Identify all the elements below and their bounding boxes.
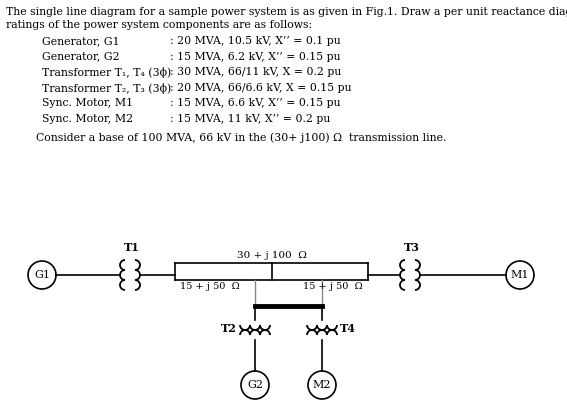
Text: Generator, G2: Generator, G2	[42, 52, 120, 61]
Text: M1: M1	[511, 270, 529, 280]
Text: ratings of the power system components are as follows:: ratings of the power system components a…	[6, 20, 312, 30]
Text: 15 + j 50  Ω: 15 + j 50 Ω	[180, 282, 240, 291]
Text: T3: T3	[404, 242, 420, 253]
Text: : 20 MVA, 66/6.6 kV, X = 0.15 pu: : 20 MVA, 66/6.6 kV, X = 0.15 pu	[170, 83, 352, 93]
Text: M2: M2	[313, 380, 331, 390]
Text: : 15 MVA, 11 kV, X’’ = 0.2 pu: : 15 MVA, 11 kV, X’’ = 0.2 pu	[170, 113, 331, 123]
Text: T1: T1	[124, 242, 140, 253]
Text: Transformer T₁, T₄ (3ϕ): Transformer T₁, T₄ (3ϕ)	[42, 67, 171, 78]
Text: 30 + j 100  Ω: 30 + j 100 Ω	[236, 251, 306, 260]
Text: : 15 MVA, 6.6 kV, X’’ = 0.15 pu: : 15 MVA, 6.6 kV, X’’ = 0.15 pu	[170, 98, 341, 108]
Text: Transformer T₂, T₃ (3ϕ): Transformer T₂, T₃ (3ϕ)	[42, 83, 171, 93]
Text: 15 + j 50  Ω: 15 + j 50 Ω	[303, 282, 363, 291]
Text: Sync. Motor, M1: Sync. Motor, M1	[42, 98, 133, 108]
Text: Sync. Motor, M2: Sync. Motor, M2	[42, 113, 133, 123]
Text: G2: G2	[247, 380, 263, 390]
Text: : 20 MVA, 10.5 kV, X’’ = 0.1 pu: : 20 MVA, 10.5 kV, X’’ = 0.1 pu	[170, 36, 341, 46]
Text: Generator, G1: Generator, G1	[42, 36, 120, 46]
Text: : 15 MVA, 6.2 kV, X’’ = 0.15 pu: : 15 MVA, 6.2 kV, X’’ = 0.15 pu	[170, 52, 341, 61]
Text: The single line diagram for a sample power system is as given in Fig.1. Draw a p: The single line diagram for a sample pow…	[6, 7, 567, 17]
Text: T4: T4	[340, 322, 356, 334]
Text: G1: G1	[34, 270, 50, 280]
Text: T2: T2	[221, 322, 237, 334]
Text: : 30 MVA, 66/11 kV, X = 0.2 pu: : 30 MVA, 66/11 kV, X = 0.2 pu	[170, 67, 341, 77]
Text: Consider a base of 100 MVA, 66 kV in the (30+ j100) Ω  transmission line.: Consider a base of 100 MVA, 66 kV in the…	[36, 132, 446, 143]
